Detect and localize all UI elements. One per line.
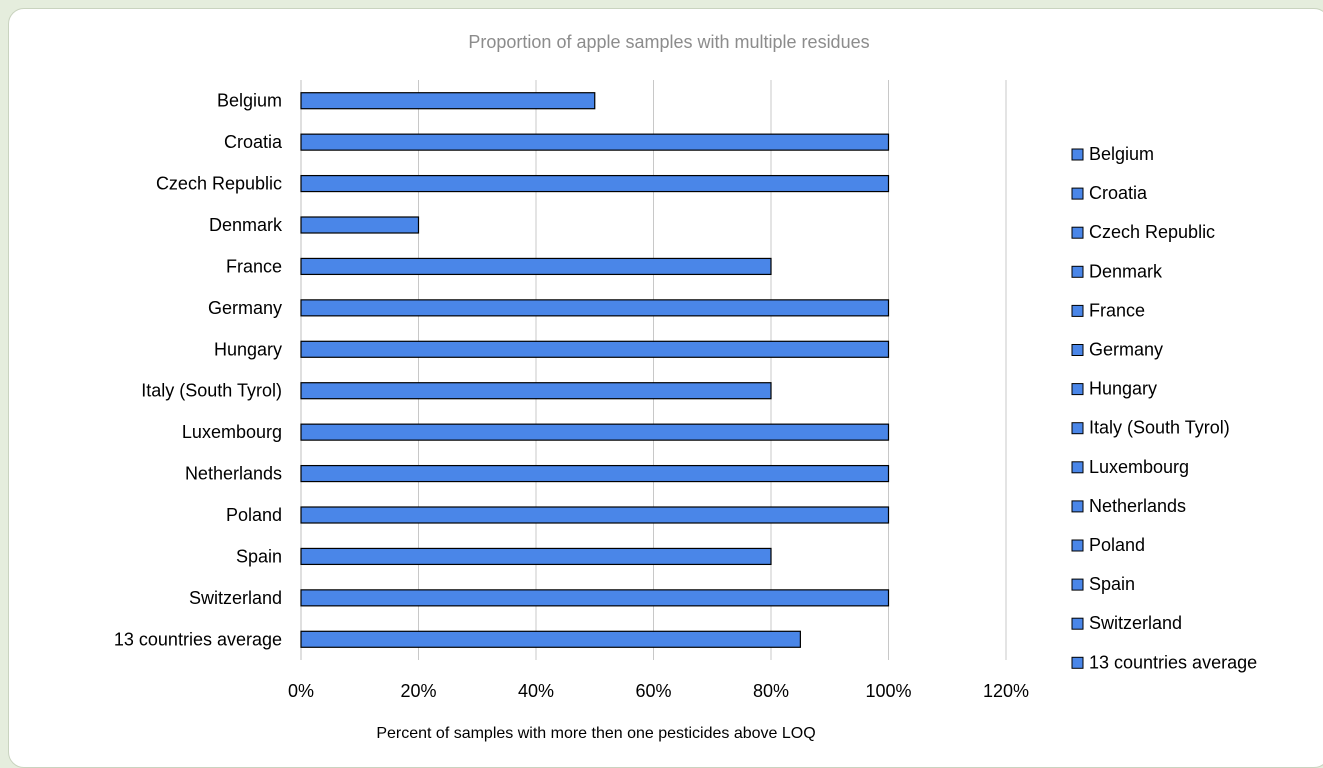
gridlines: [300, 80, 1007, 660]
category-label: France: [226, 256, 282, 276]
bar: [300, 340, 890, 358]
bar: [300, 133, 890, 151]
bar: [300, 547, 772, 566]
bar-chart: Proportion of apple samples with multipl…: [114, 32, 1257, 742]
category-labels: Belgium Croatia Czech Republic Denmark Franc…: [114, 91, 283, 650]
legend-entry: Hungary: [1089, 379, 1157, 399]
legend-swatch: [1071, 226, 1084, 239]
x-tick-labels: 0% 20% 40% 60% 80% 100% 120%: [288, 681, 1029, 701]
bar: [300, 464, 890, 483]
legend-swatch: [1071, 656, 1084, 669]
chart-title: Proportion of apple samples with multipl…: [468, 32, 869, 52]
bar: [300, 382, 772, 400]
category-label: Germany: [208, 298, 282, 318]
legend-entry: Poland: [1089, 535, 1145, 555]
category-label: Spain: [236, 546, 282, 566]
bar: [300, 506, 890, 524]
x-tick-label: 120%: [983, 681, 1029, 701]
legend-entry: Germany: [1089, 340, 1163, 360]
bar: [300, 423, 890, 441]
x-tick-label: 60%: [635, 681, 671, 701]
bar: [300, 216, 420, 234]
bar: [300, 174, 890, 193]
legend-swatch: [1071, 461, 1084, 474]
category-label: Belgium: [217, 91, 282, 111]
x-tick-label: 0%: [288, 681, 314, 701]
x-axis-label: Percent of samples with more then one pe…: [376, 725, 815, 742]
legend-entry: 13 countries average: [1089, 652, 1257, 672]
legend-entry: France: [1089, 300, 1145, 320]
bar: [300, 92, 596, 110]
legend-swatch: [1071, 344, 1084, 356]
category-label: Hungary: [214, 339, 282, 359]
x-tick-label: 40%: [518, 681, 554, 701]
category-label: Netherlands: [185, 464, 282, 484]
legend-swatch: [1071, 265, 1084, 278]
legend-swatch: [1071, 578, 1084, 591]
legend-entry: Spain: [1089, 574, 1135, 594]
legend-entry: Italy (South Tyrol): [1089, 418, 1230, 438]
category-label: Czech Republic: [156, 174, 282, 194]
legend-entry: Croatia: [1089, 183, 1148, 203]
legend-entry: Netherlands: [1089, 496, 1186, 516]
legend-entry: Denmark: [1089, 261, 1163, 281]
category-label: Luxembourg: [182, 422, 282, 442]
x-tick-label: 20%: [400, 681, 436, 701]
bar: [300, 589, 890, 607]
category-label: Denmark: [209, 215, 283, 235]
legend-swatch: [1071, 187, 1084, 200]
legend-swatch: [1071, 148, 1084, 161]
x-tick-label: 80%: [753, 681, 789, 701]
legend-entry: Czech Republic: [1089, 222, 1215, 242]
legend: Belgium Croatia Czech Republic Denmark Franc…: [1071, 144, 1257, 672]
category-label: Switzerland: [189, 588, 282, 608]
category-label: 13 countries average: [114, 629, 282, 649]
legend-swatch: [1071, 304, 1084, 317]
legend-swatch: [1071, 539, 1084, 552]
legend-entry: Switzerland: [1089, 613, 1182, 633]
bar: [300, 630, 801, 648]
bar: [300, 257, 772, 276]
bar: [300, 299, 890, 317]
legend-swatch: [1071, 383, 1084, 396]
legend-swatch: [1071, 617, 1084, 630]
category-label: Croatia: [224, 132, 283, 152]
legend-swatch: [1071, 422, 1084, 435]
bars: [300, 92, 890, 648]
legend-entry: Luxembourg: [1089, 457, 1189, 477]
category-label: Poland: [226, 505, 282, 525]
legend-entry: Belgium: [1089, 144, 1154, 164]
x-tick-label: 100%: [865, 681, 911, 701]
legend-swatch: [1071, 500, 1084, 513]
category-label: Italy (South Tyrol): [141, 381, 282, 401]
